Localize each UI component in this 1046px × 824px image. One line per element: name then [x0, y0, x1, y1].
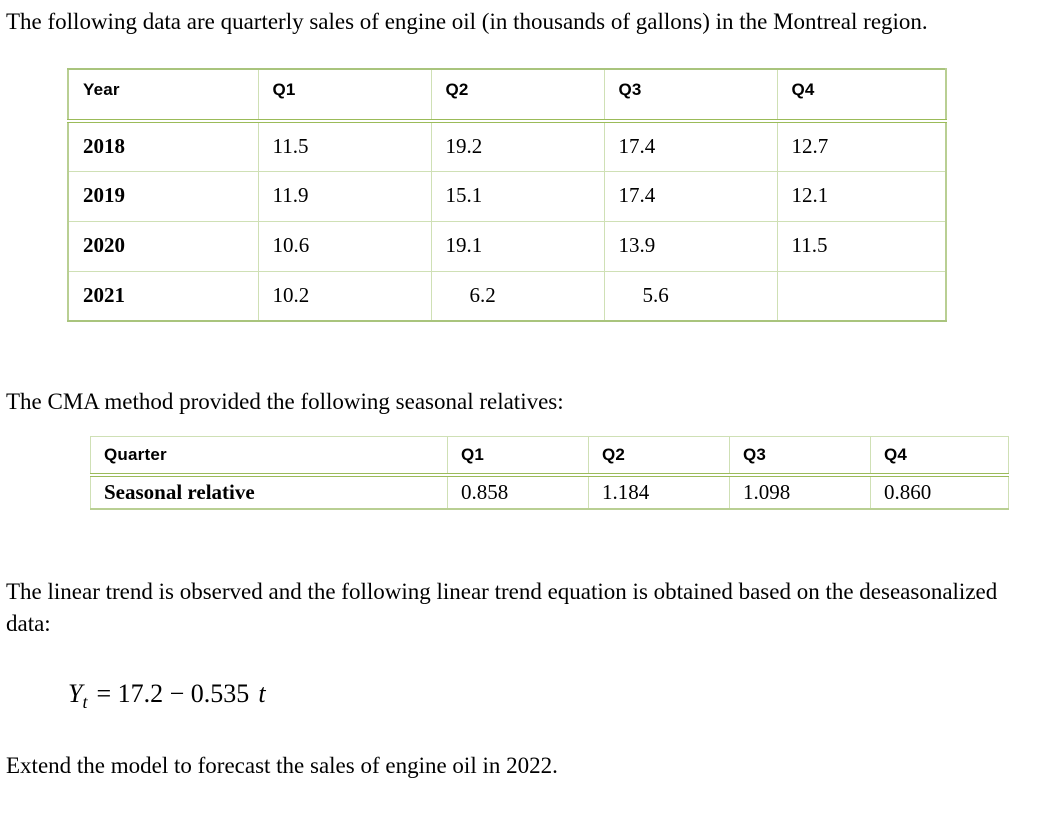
header-cell-q1: Q1 [257, 68, 432, 123]
value-cell: 6.2 [430, 270, 605, 322]
header-cell-q3: Q3 [603, 68, 778, 123]
header-cell-year: Year [67, 68, 259, 123]
header-cell-q2: Q2 [430, 68, 605, 123]
header-cell-q4: Q4 [776, 68, 947, 123]
value-cell: 13.9 [603, 220, 778, 272]
closing-paragraph: Extend the model to forecast the sales o… [6, 752, 558, 778]
header-cell-q3: Q3 [729, 436, 871, 477]
value-cell: 0.860 [870, 474, 1009, 509]
year-cell: 2019 [67, 170, 259, 222]
table-row-2021: 2021 10.2 6.2 5.6 [67, 270, 947, 322]
equation-body: = 17.2 − 0.535 [96, 678, 250, 708]
year-cell: 2021 [67, 270, 259, 322]
document-page: The following data are quarterly sales o… [6, 6, 1046, 782]
trend-paragraph: The linear trend is observed and the fol… [6, 578, 998, 636]
header-cell-q2: Q2 [588, 436, 730, 477]
value-cell: 5.6 [603, 270, 778, 322]
value-cell: 10.2 [257, 270, 432, 322]
value-cell: 11.5 [257, 120, 432, 172]
year-cell: 2018 [67, 120, 259, 172]
value-cell: 12.7 [776, 120, 947, 172]
sales-table: Year Q1 Q2 Q3 Q4 2018 11.5 19.2 17.4 12.… [67, 68, 947, 322]
value-cell: 0.858 [447, 474, 589, 509]
equation-variable: Y [68, 678, 83, 708]
value-cell: 15.1 [430, 170, 605, 222]
value-cell: 11.9 [257, 170, 432, 222]
seasonal-relatives-table: Quarter Q1 Q2 Q3 Q4 Seasonal relative 0.… [90, 436, 1009, 510]
value-cell: 17.4 [603, 170, 778, 222]
equation-subscript: t [82, 691, 88, 712]
equation-trailing-variable: t [258, 678, 266, 708]
value-cell: 1.184 [588, 474, 730, 509]
trend-equation: Yt = 17.2 − 0.535 t [68, 676, 1046, 720]
seasonal-relative-row: Seasonal relative 0.858 1.184 1.098 0.86… [90, 474, 1009, 509]
year-cell: 2020 [67, 220, 259, 272]
table-row-2019: 2019 11.9 15.1 17.4 12.1 [67, 170, 947, 222]
table-row-2018: 2018 11.5 19.2 17.4 12.7 [67, 120, 947, 172]
row-label-cell: Seasonal relative [90, 474, 448, 509]
value-cell: 19.1 [430, 220, 605, 272]
value-cell: 17.4 [603, 120, 778, 172]
seasonal-table-header-row: Quarter Q1 Q2 Q3 Q4 [90, 436, 1009, 477]
table-row-2020: 2020 10.6 19.1 13.9 11.5 [67, 220, 947, 272]
value-cell: 11.5 [776, 220, 947, 272]
intro-paragraph: The following data are quarterly sales o… [6, 9, 928, 34]
header-cell-quarter: Quarter [90, 436, 448, 477]
header-cell-q1: Q1 [447, 436, 589, 477]
value-cell: 1.098 [729, 474, 871, 509]
value-cell: 19.2 [430, 120, 605, 172]
value-cell: 12.1 [776, 170, 947, 222]
header-cell-q4: Q4 [870, 436, 1009, 477]
value-cell-empty [776, 270, 947, 322]
sales-table-header-row: Year Q1 Q2 Q3 Q4 [67, 68, 947, 123]
cma-paragraph: The CMA method provided the following se… [6, 389, 564, 414]
value-cell: 10.6 [257, 220, 432, 272]
